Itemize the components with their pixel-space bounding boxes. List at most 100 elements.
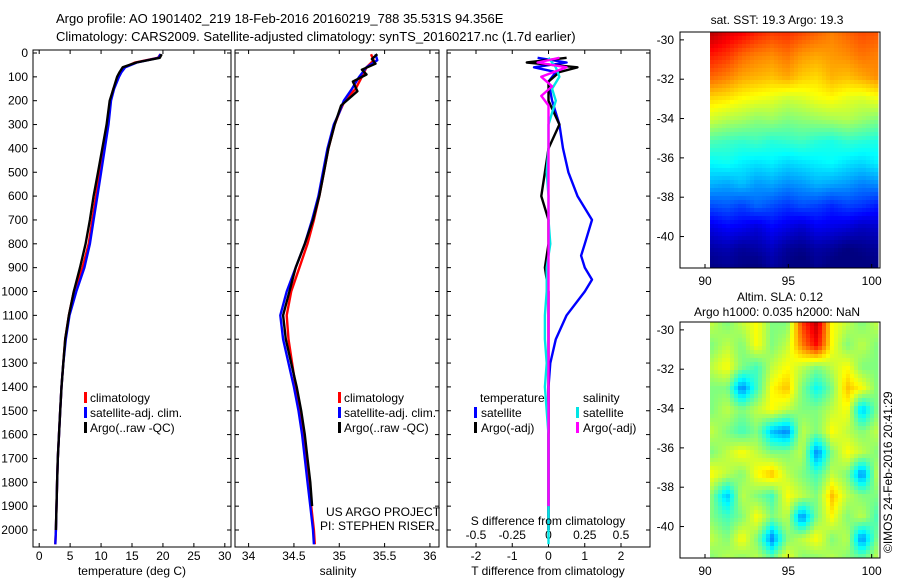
heatmap-cell [786,506,791,511]
heatmap-cell [714,494,719,499]
heatmap-cell [866,212,871,217]
heatmap-cell [798,116,803,121]
heatmap-cell [750,478,755,483]
heatmap-cell [730,116,735,121]
heatmap-cell [714,100,719,105]
heatmap-cell [726,52,731,57]
heatmap-cell [770,474,775,479]
heatmap-cell [774,248,779,253]
heatmap-cell [810,426,815,431]
heatmap-cell [770,454,775,459]
heatmap-cell [774,474,779,479]
heatmap-cell [830,494,835,499]
heatmap-cell [834,144,839,149]
heatmap-cell [870,522,875,527]
heatmap-cell [758,32,763,37]
heatmap-cell [822,248,827,253]
heatmap-cell [758,248,763,253]
heatmap-cell [746,466,751,471]
heatmap-cell [862,88,867,93]
heatmap-cell [838,550,843,555]
heatmap-cell [814,538,819,543]
heatmap-cell [862,426,867,431]
heatmap-cell [862,450,867,455]
heatmap-cell [750,322,755,327]
heatmap-cell [834,414,839,419]
heatmap-cell [850,112,855,117]
heatmap-cell [762,108,767,113]
salinity-panel-frame [234,49,440,548]
heatmap-cell [750,68,755,73]
heatmap-cell [818,370,823,375]
heatmap-cell [874,358,879,363]
heatmap-cell [862,36,867,41]
heatmap-cell [778,522,783,527]
heatmap-cell [742,164,747,169]
heatmap-cell [782,108,787,113]
heatmap-cell [726,454,731,459]
heatmap-cell [762,180,767,185]
heatmap-cell [838,204,843,209]
heatmap-cell [734,72,739,77]
heatmap-cell [738,132,743,137]
heatmap-cell [738,554,743,559]
heatmap-cell [750,172,755,177]
heatmap-cell [722,220,727,225]
heatmap-cell [834,326,839,331]
heatmap-cell [762,100,767,105]
heatmap-cell [710,188,715,193]
heatmap-cell [846,244,851,249]
heatmap-cell [766,232,771,237]
heatmap-cell [754,200,759,205]
heatmap-cell [738,518,743,523]
heatmap-cell [718,264,723,269]
heatmap-cell [786,482,791,487]
heatmap-cell [798,120,803,125]
heatmap-cell [846,354,851,359]
heatmap-cell [822,220,827,225]
heatmap-cell [862,184,867,189]
heatmap-cell [806,228,811,233]
heatmap-cell [782,414,787,419]
heatmap-cell [826,264,831,269]
heatmap-cell [738,362,743,367]
heatmap-cell [818,446,823,451]
heatmap-cell [746,546,751,551]
heatmap-cell [794,128,799,133]
heatmap-cell [742,502,747,507]
heatmap-cell [874,362,879,367]
heatmap-cell [722,196,727,201]
heatmap-cell [726,390,731,395]
heatmap-cell [850,148,855,153]
heatmap-cell [846,386,851,391]
heatmap-cell [730,104,735,109]
heatmap-cell [714,60,719,65]
heatmap-cell [790,498,795,503]
heatmap-cell [718,418,723,423]
heatmap-cell [822,204,827,209]
heatmap-cell [762,362,767,367]
heatmap-cell [806,538,811,543]
heatmap-cell [858,52,863,57]
heatmap-cell [826,112,831,117]
heatmap-cell [858,346,863,351]
heatmap-cell [870,414,875,419]
heatmap-cell [846,502,851,507]
heatmap-cell [790,406,795,411]
heatmap-cell [730,478,735,483]
heatmap-cell [734,264,739,269]
heatmap-cell [814,346,819,351]
heatmap-cell [734,44,739,49]
heatmap-cell [814,422,819,427]
heatmap-cell [794,446,799,451]
heatmap-cell [782,382,787,387]
heatmap-cell [854,84,859,89]
heatmap-cell [846,438,851,443]
heatmap-cell [818,208,823,213]
heatmap-cell [738,374,743,379]
heatmap-cell [750,474,755,479]
heatmap-cell [798,350,803,355]
heatmap-cell [770,434,775,439]
heatmap-cell [726,506,731,511]
heatmap-cell [854,526,859,531]
